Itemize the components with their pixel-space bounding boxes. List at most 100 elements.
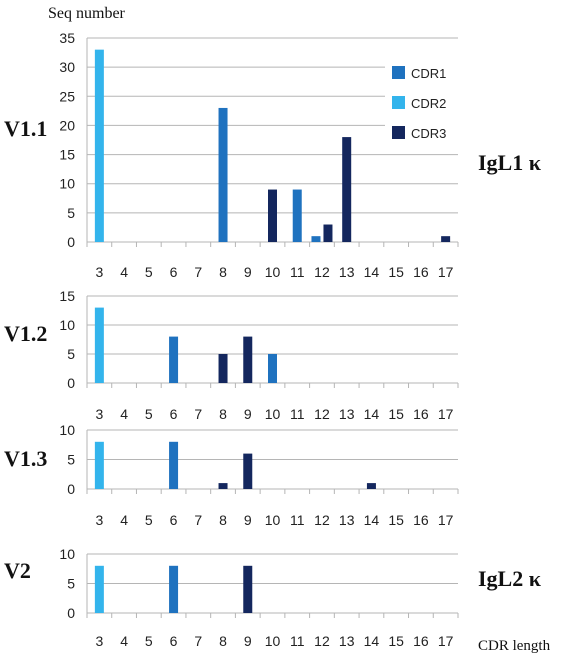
right-label-igl1: IgL1 κ	[478, 150, 542, 175]
x-tick-label: 5	[145, 512, 153, 528]
x-axis-title: CDR length	[478, 638, 551, 654]
bar-cdr3-17	[441, 236, 451, 242]
x-tick-label: 9	[244, 406, 252, 422]
x-tick-label: 16	[413, 512, 429, 528]
x-tick-label: 6	[170, 406, 178, 422]
x-tick-label: 12	[314, 633, 330, 649]
x-tick-label: 16	[413, 633, 429, 649]
bar-cdr1-6	[169, 336, 179, 383]
x-tick-label: 4	[120, 406, 128, 422]
x-tick-label: 15	[388, 512, 404, 528]
x-tick-label: 12	[314, 512, 330, 528]
x-tick-label: 8	[219, 264, 227, 280]
y-tick-label: 5	[67, 452, 75, 468]
bar-cdr3-10	[268, 189, 277, 242]
bar-cdr1-10	[268, 354, 277, 383]
panel-v2: 0 5 10 3 4 5 6 7 8 9 10 11 12 13 14 15 16 17 V2	[4, 546, 459, 649]
x-tick-label: 7	[194, 633, 202, 649]
bar-cdr1-6	[169, 441, 179, 489]
panel-name-label: V2	[4, 558, 31, 583]
y-tick-label: 10	[59, 422, 75, 438]
bar-cdr3-13	[342, 137, 352, 242]
x-tick-label: 10	[265, 264, 281, 280]
y-tick-label: 5	[67, 346, 75, 362]
x-tick-label: 6	[170, 633, 178, 649]
x-tick-label: 11	[290, 406, 305, 422]
x-tick-label: 11	[290, 633, 305, 649]
y-tick-label: 20	[59, 117, 75, 133]
x-tick-label: 17	[438, 406, 454, 422]
legend-label-cdr2: CDR2	[411, 96, 446, 111]
y-tick-label: 0	[67, 375, 75, 391]
x-tick-label: 4	[120, 512, 128, 528]
right-label-igl2: IgL2 κ	[478, 566, 542, 591]
bar-cdr1-12	[311, 236, 321, 242]
y-tick-label: 0	[67, 234, 75, 250]
x-tick-label: 6	[170, 512, 178, 528]
bar-cdr2-3	[94, 441, 104, 489]
x-tick-label: 13	[339, 633, 355, 649]
x-tick-label: 4	[120, 633, 128, 649]
x-tick-label: 16	[413, 406, 429, 422]
legend-swatch-cdr3	[392, 126, 405, 139]
x-tick-label: 3	[95, 406, 103, 422]
x-tick-label: 10	[265, 633, 281, 649]
x-tick-label: 11	[290, 512, 305, 528]
y-tick-label: 0	[67, 481, 75, 497]
x-tick-label: 12	[314, 264, 330, 280]
x-tick-label: 10	[265, 406, 281, 422]
x-tick-label: 9	[244, 264, 252, 280]
x-tick-label: 5	[145, 633, 153, 649]
legend-swatch-cdr1	[392, 66, 405, 79]
x-tick-label: 3	[95, 512, 103, 528]
x-tick-label: 8	[219, 512, 227, 528]
x-tick-label: 8	[219, 406, 227, 422]
bar-cdr2-3	[94, 565, 104, 613]
x-tick-label: 15	[388, 264, 404, 280]
y-tick-label: 10	[59, 176, 75, 192]
bar-cdr1-8	[218, 107, 228, 242]
y-tick-label: 35	[59, 30, 75, 46]
x-tick-label: 17	[438, 264, 454, 280]
panel-v1-3: 0 5 10 3 4 5 6 7 8 9 10 11 12 13 14 15 16 17 V1.3	[4, 422, 459, 528]
bar-cdr3-12	[323, 224, 333, 242]
y-tick-label: 15	[59, 288, 75, 304]
x-tick-label: 3	[95, 633, 103, 649]
x-tick-label: 6	[170, 264, 178, 280]
y-tick-label: 30	[59, 59, 75, 75]
x-tick-label: 3	[95, 264, 103, 280]
x-tick-label: 15	[388, 406, 404, 422]
x-tick-label: 14	[364, 406, 380, 422]
x-tick-label: 16	[413, 264, 429, 280]
x-tick-label: 13	[339, 512, 355, 528]
panel-name-label: V1.1	[4, 116, 47, 141]
y-tick-label: 10	[59, 546, 75, 562]
bar-cdr1-6	[169, 565, 179, 613]
x-tick-label: 17	[438, 633, 454, 649]
x-tick-label: 17	[438, 512, 454, 528]
bar-cdr2-3	[94, 307, 104, 383]
bar-cdr3-8	[218, 354, 228, 383]
panel-name-label: V1.2	[4, 321, 47, 346]
y-tick-label: 5	[67, 205, 75, 221]
x-tick-label: 4	[120, 264, 128, 280]
x-tick-label: 7	[194, 406, 202, 422]
x-tick-label: 10	[265, 512, 281, 528]
x-tick-label: 11	[290, 264, 305, 280]
y-axis-title: Seq number	[48, 5, 126, 22]
legend-label-cdr1: CDR1	[411, 66, 446, 81]
bar-cdr1-11	[292, 189, 302, 242]
legend-swatch-cdr2	[392, 96, 405, 109]
bar-cdr2-3	[94, 49, 104, 243]
bar-cdr3-9	[243, 453, 253, 489]
x-tick-label: 13	[339, 406, 355, 422]
panel-name-label: V1.3	[4, 446, 47, 471]
x-tick-label: 14	[364, 264, 380, 280]
x-tick-label: 15	[388, 633, 404, 649]
x-tick-label: 5	[145, 406, 153, 422]
legend: CDR1 CDR2 CDR3	[385, 58, 485, 152]
x-tick-label: 5	[145, 264, 153, 280]
bar-cdr3-9	[243, 336, 253, 383]
x-tick-label: 13	[339, 264, 355, 280]
